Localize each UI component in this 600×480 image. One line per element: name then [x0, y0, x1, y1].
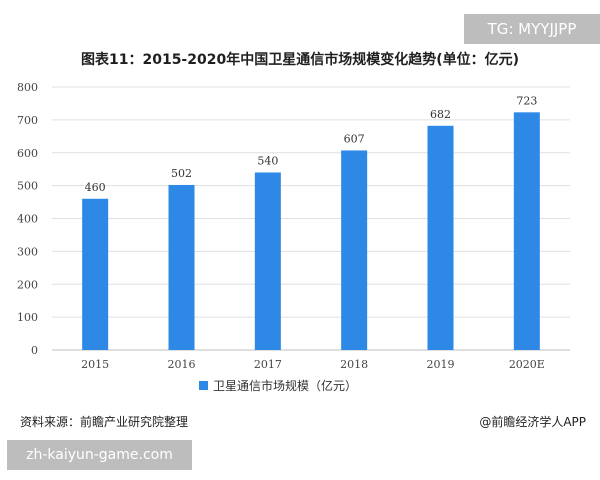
- bar: [341, 150, 368, 350]
- credit-note: @前瞻经济学人APP: [479, 415, 586, 429]
- y-tick-label: 200: [17, 278, 38, 291]
- tg-badge: TG: MYYJJPP: [464, 14, 600, 44]
- x-tick-label: 2017: [254, 358, 282, 371]
- data-label: 682: [430, 108, 451, 121]
- y-tick-label: 300: [17, 245, 38, 258]
- y-tick-label: 500: [17, 180, 38, 193]
- bar: [513, 112, 540, 350]
- x-tick-label: 2019: [427, 358, 455, 371]
- bar: [254, 172, 281, 350]
- x-tick-label: 2016: [168, 358, 196, 371]
- chart-title: 图表11：2015-2020年中国卫星通信市场规模变化趋势(单位：亿元): [80, 52, 520, 68]
- bar: [427, 125, 454, 350]
- y-tick-label: 700: [17, 114, 38, 127]
- x-tick-label: 2018: [340, 358, 368, 371]
- data-label: 540: [257, 154, 278, 167]
- data-label: 502: [171, 167, 192, 180]
- bar: [82, 198, 109, 350]
- y-tick-label: 600: [17, 147, 38, 160]
- data-label: 607: [344, 132, 365, 145]
- x-tick-label: 2020E: [509, 358, 545, 371]
- y-tick-label: 400: [17, 213, 38, 226]
- data-label: 723: [516, 94, 537, 107]
- legend-label: 卫星通信市场规模（亿元）: [213, 378, 357, 393]
- y-tick-label: 100: [17, 311, 38, 324]
- source-note: 资料来源：前瞻产业研究院整理: [20, 415, 189, 429]
- x-tick-label: 2015: [81, 358, 109, 371]
- y-tick-label: 800: [17, 81, 38, 94]
- y-tick-label: 0: [31, 344, 38, 357]
- site-badge[interactable]: zh-kaiyun-game.com: [7, 440, 192, 470]
- data-label: 460: [85, 181, 106, 194]
- legend-swatch: [199, 381, 208, 390]
- bar: [168, 184, 195, 350]
